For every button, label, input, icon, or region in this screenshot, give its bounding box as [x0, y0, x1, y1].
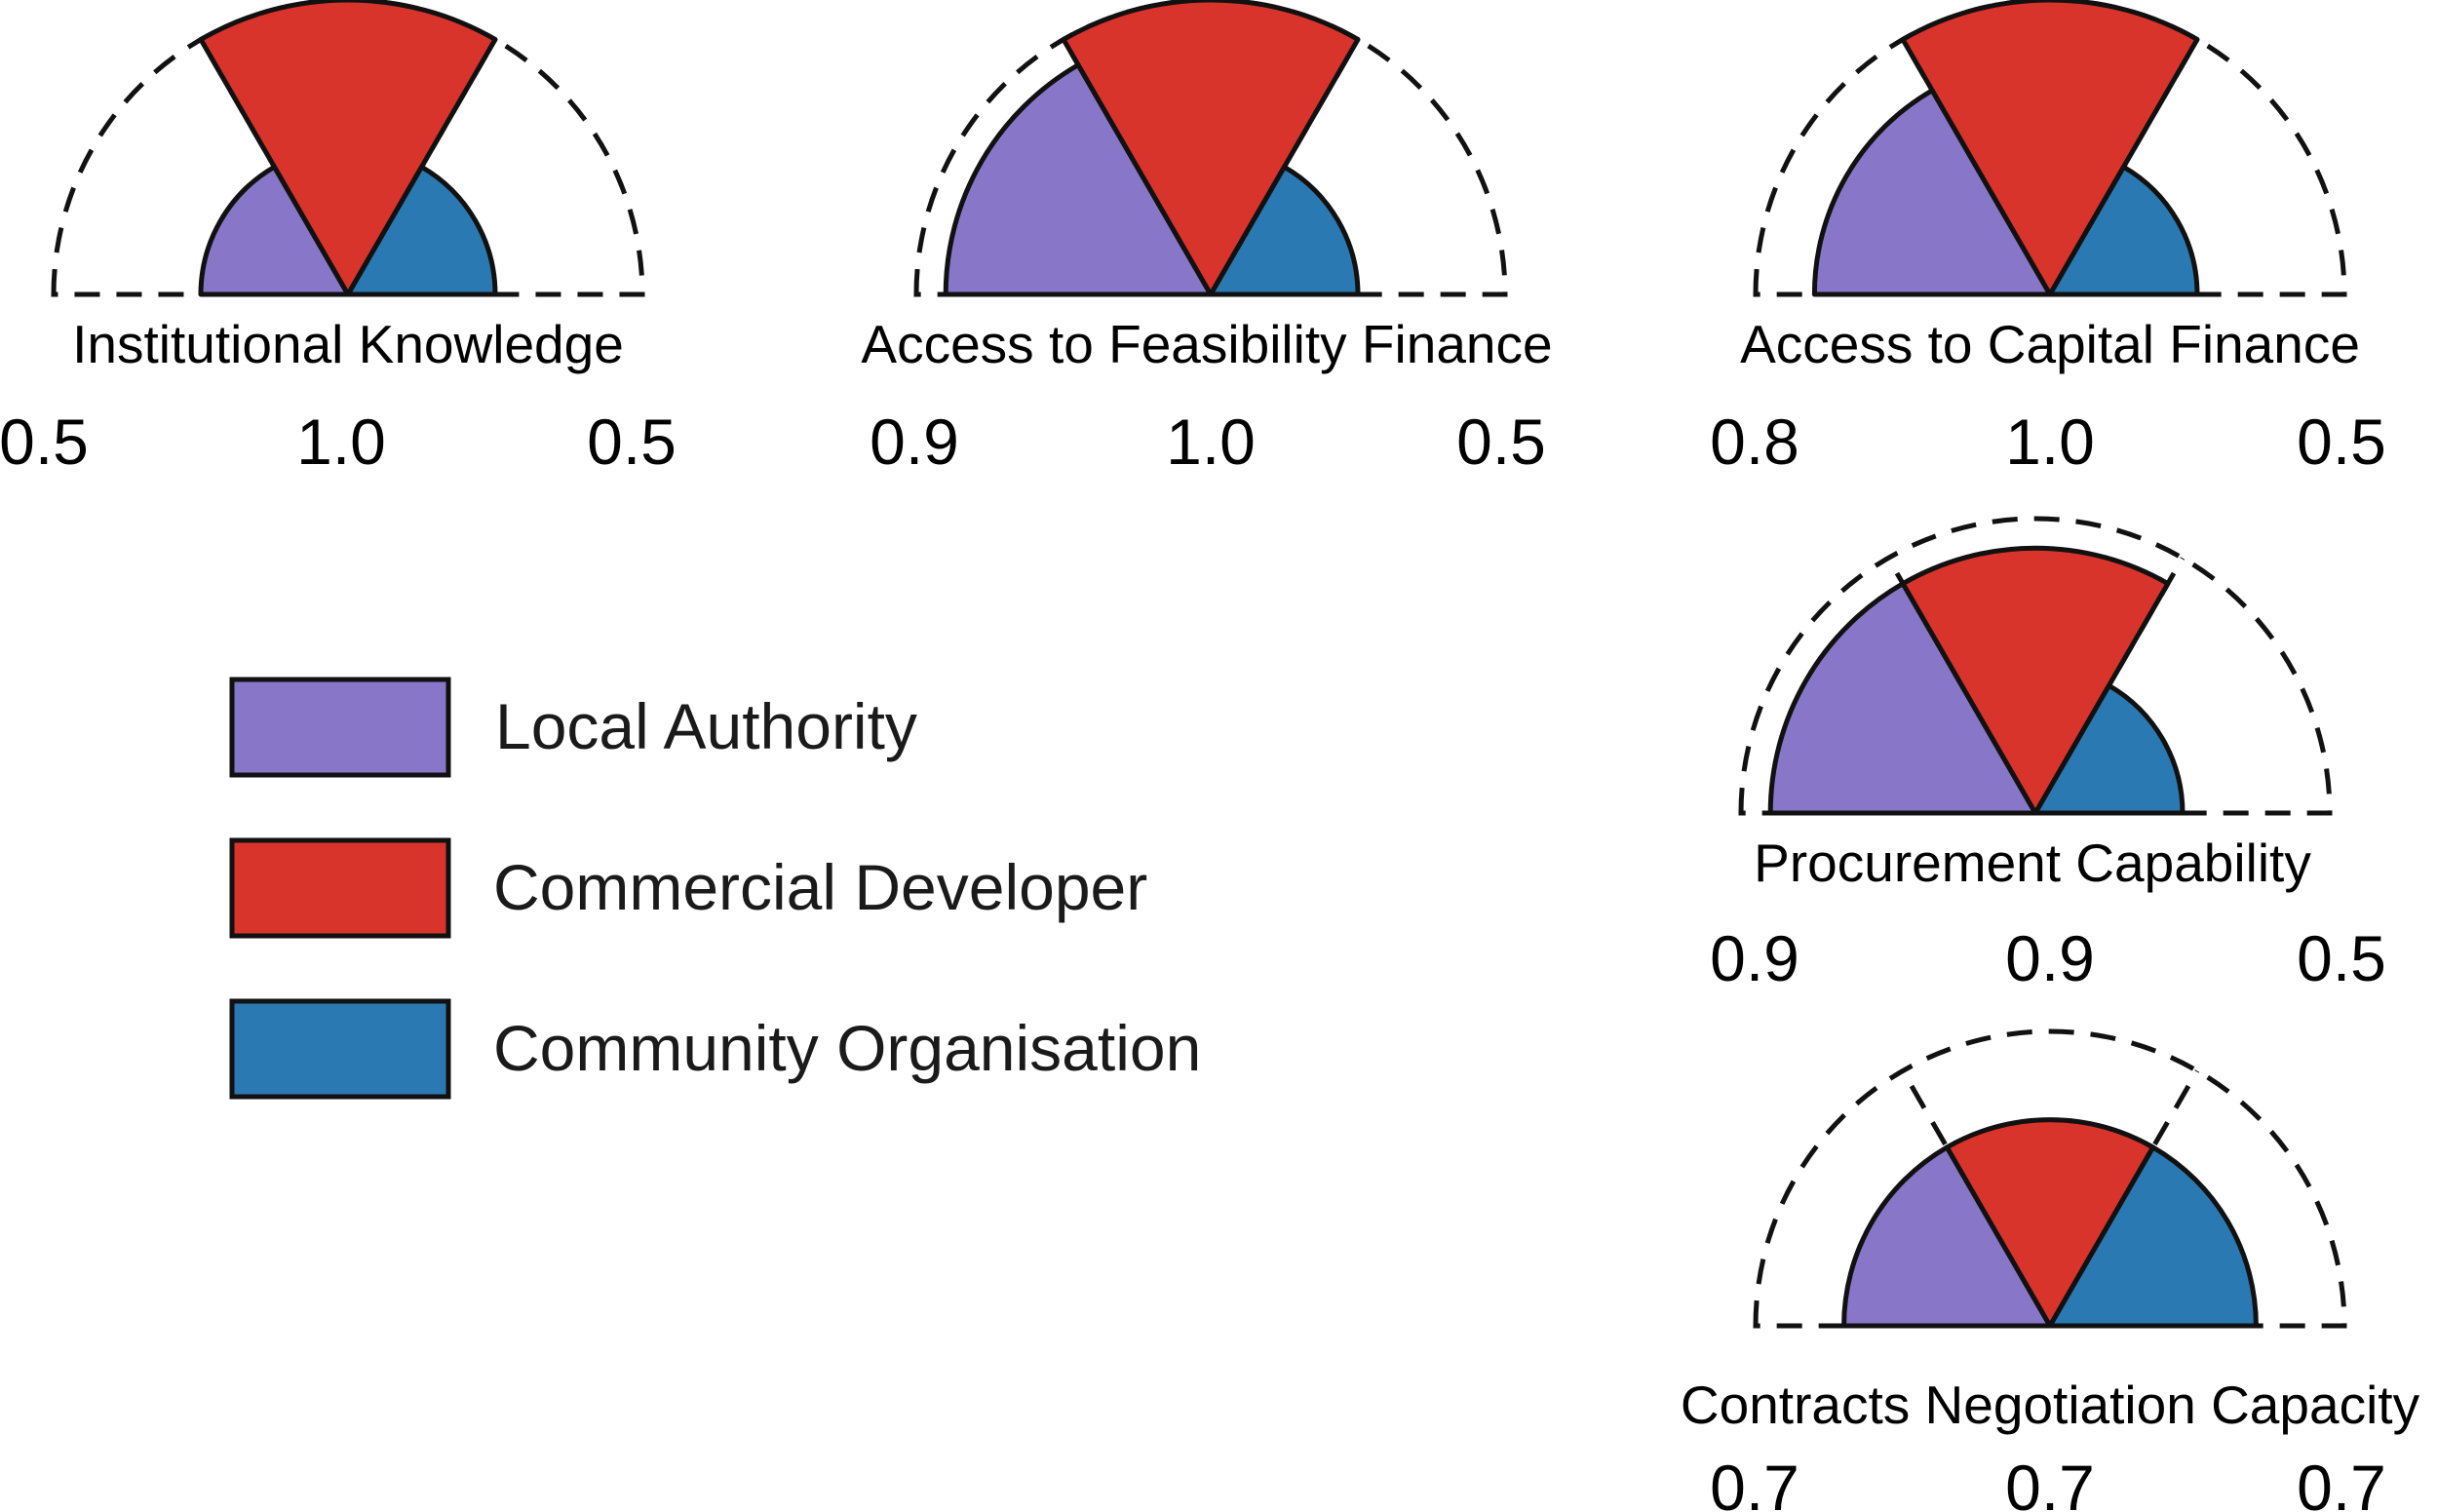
gauge-title: Procurement Capability	[1754, 833, 2311, 893]
gauge-procurement-capability: Procurement Capability 0.9 0.9 0.5	[1710, 516, 2386, 994]
legend-item-commercial-developer: Commercial Developer	[229, 837, 1147, 939]
value-label-community-organisation: 0.5	[2297, 922, 2386, 994]
gauge-title: Institutional Knowledge	[72, 314, 624, 374]
legend-item-local-authority: Local Authority	[229, 677, 917, 778]
legend: Local Authority Commercial Developer Com…	[229, 677, 1201, 1100]
gauge-sector-community-organisation	[2047, 1144, 2259, 1329]
gauge-sector-commercial-developer	[1900, 545, 2171, 816]
gauge-max-outline	[1753, 1028, 2347, 1329]
value-label-community-organisation: 0.5	[1456, 406, 1546, 478]
legend-swatch-community-organisation	[229, 998, 451, 1100]
gauge-sector-community-organisation	[345, 164, 498, 297]
value-label-community-organisation: 0.5	[2297, 406, 2386, 478]
gauge-access-to-feasibility-finance: Access to Feasibility Finance 0.9 1.0 0.…	[861, 0, 1553, 478]
gauge-title: Access to Capital Finance	[1740, 314, 2360, 374]
gauge-sector-local-authority	[943, 62, 1214, 297]
value-label-community-organisation: 0.7	[2297, 1452, 2386, 1512]
value-label-commercial-developer: 0.7	[2005, 1452, 2095, 1512]
gauge-institutional-knowledge: Institutional Knowledge 0.5 1.0 0.5	[0, 0, 677, 478]
value-label-local-authority: 0.9	[1710, 922, 1799, 994]
value-label-commercial-developer: 0.9	[2005, 922, 2095, 994]
gauge-sector-community-organisation	[2047, 164, 2200, 297]
legend-label-local-authority: Local Authority	[495, 690, 917, 762]
gauge-max-outline	[1738, 516, 2333, 816]
gauge-sector-local-authority	[198, 164, 351, 297]
value-label-commercial-developer: 1.0	[2005, 406, 2095, 478]
legend-item-community-organisation: Community Organisation	[229, 998, 1201, 1100]
legend-swatch-commercial-developer	[229, 837, 451, 939]
gauge-title: Access to Feasibility Finance	[861, 314, 1552, 374]
gauge-sector-commercial-developer	[198, 0, 498, 297]
value-label-commercial-developer: 1.0	[296, 406, 386, 478]
gauge-sector-commercial-developer	[1061, 0, 1361, 297]
gauge-sector-commercial-developer	[1900, 0, 2200, 297]
value-label-community-organisation: 0.5	[587, 406, 677, 478]
value-label-local-authority: 0.9	[870, 406, 959, 478]
gauge-title: Contracts Negotiation Capacity	[1681, 1375, 2420, 1435]
legend-label-community-organisation: Community Organisation	[493, 1012, 1201, 1084]
gauge-access-to-capital-finance: Access to Capital Finance 0.8 1.0 0.5	[1710, 0, 2386, 478]
gauge-sector-local-authority	[1841, 1144, 2053, 1329]
gauge-sector-commercial-developer	[1944, 1117, 2156, 1329]
legend-swatch-local-authority	[229, 677, 451, 778]
value-label-local-authority: 0.8	[1710, 406, 1799, 478]
value-label-local-authority: 0.5	[0, 406, 89, 478]
gauge-contracts-negotiation-capacity: Contracts Negotiation Capacity 0.7 0.7 0…	[1681, 1028, 2420, 1512]
gauge-sector-community-organisation	[1208, 164, 1361, 297]
value-label-local-authority: 0.7	[1710, 1452, 1799, 1512]
legend-label-commercial-developer: Commercial Developer	[493, 851, 1147, 923]
value-label-commercial-developer: 1.0	[1166, 406, 1256, 478]
gauge-sector-local-authority	[1811, 88, 2053, 297]
gauge-sector-local-authority	[1767, 581, 2038, 816]
gauge-sector-community-organisation	[2032, 682, 2186, 816]
